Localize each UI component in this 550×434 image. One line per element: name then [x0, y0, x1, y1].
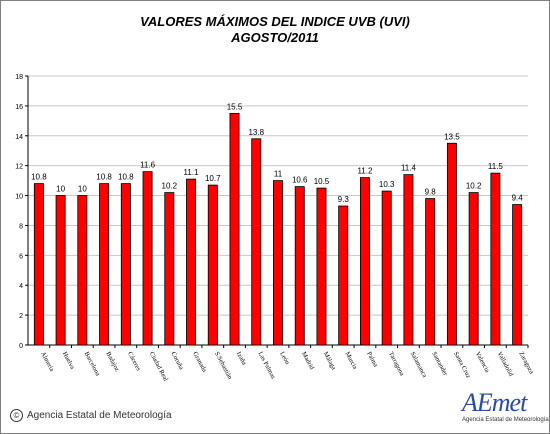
data-label: 10.6	[292, 176, 308, 185]
chart-title: VALORES MÁXIMOS DEL INDICE UVB (UVI)	[140, 14, 410, 29]
x-tick-label: Santander	[430, 351, 449, 378]
bar	[512, 204, 523, 346]
bar	[359, 177, 370, 346]
x-tick-label: Murcia	[343, 351, 358, 371]
data-label: 11.6	[140, 161, 156, 170]
x-tick-label: Madrid	[300, 351, 316, 372]
bar	[55, 195, 66, 346]
data-label: 10.5	[314, 177, 330, 186]
data-label: 10.8	[118, 173, 134, 182]
y-tick-label: 16	[15, 104, 23, 111]
bar	[251, 138, 262, 346]
y-tick-label: 2	[19, 313, 23, 320]
bar	[77, 195, 88, 346]
x-tick-label: Granada	[191, 351, 208, 374]
logo-subtitle: Agencia Estatal de Meteorología	[462, 417, 549, 423]
bar	[273, 180, 283, 346]
x-tick-label: Ciudad Real	[148, 351, 169, 383]
bar	[207, 184, 218, 346]
x-tick-label: Santa Cruz	[452, 351, 472, 380]
chart-subtitle: AGOSTO/2011	[231, 30, 319, 45]
data-label: 11.5	[488, 162, 504, 171]
y-tick-label: 0	[19, 343, 23, 350]
data-label: 11.4	[401, 164, 417, 173]
x-tick-label: Las Palmas	[256, 351, 276, 381]
y-tick-label: 18	[15, 74, 23, 81]
bar	[229, 112, 240, 346]
bar	[120, 183, 131, 346]
data-label: 13.8	[248, 128, 264, 137]
bar	[142, 171, 153, 346]
y-tick-label: 4	[19, 283, 23, 290]
bar	[33, 183, 44, 346]
bar	[316, 187, 327, 346]
y-tick-label: 12	[15, 164, 23, 171]
x-tick-label: Salamanca	[409, 351, 428, 379]
x-tick-label: Badajoz	[104, 351, 120, 373]
data-label: 13.5	[444, 132, 460, 141]
data-label: 10.3	[379, 180, 395, 189]
x-tick-label: León	[278, 351, 291, 367]
bar	[403, 174, 414, 346]
data-label: 9.4	[512, 194, 524, 203]
bar	[99, 183, 110, 346]
x-tick-label: Cáceres	[126, 351, 142, 373]
copyright-icon: ©	[10, 409, 23, 422]
aemet-logo: AEmet Agencia Estatal de Meteorología	[462, 388, 549, 428]
footer-agency: Agencia Estatal de Meteorología	[27, 410, 172, 421]
x-tick-label: Valladolid	[496, 351, 515, 379]
data-label: 10.2	[466, 182, 482, 191]
x-tick-label: Málaga	[322, 351, 337, 372]
x-tick-label: Valencia	[474, 351, 491, 374]
footer: © Agencia Estatal de Meteorología	[10, 409, 172, 422]
data-label: 10.8	[96, 173, 112, 182]
data-label: 10.2	[162, 182, 178, 191]
bar	[294, 186, 305, 346]
x-tick-label: S.Sebastián	[213, 351, 234, 382]
bar	[490, 172, 501, 346]
y-tick-label: 14	[15, 134, 23, 141]
data-label: 11	[274, 170, 283, 179]
data-label: 15.5	[227, 102, 243, 111]
data-label: 9.8	[425, 188, 437, 197]
y-tick-label: 10	[15, 194, 23, 201]
bar	[338, 205, 349, 346]
bar	[186, 178, 197, 346]
x-tick-label: Barcelona	[83, 351, 102, 378]
y-tick-label: 6	[19, 253, 23, 260]
x-tick-label: Zaragoza	[517, 351, 535, 376]
bar	[381, 190, 392, 346]
data-label: 11.1	[184, 168, 200, 177]
bar	[164, 192, 175, 346]
x-tick-label: Almería	[39, 351, 55, 373]
data-label: 10	[78, 185, 87, 194]
logo-word: AEmet	[462, 388, 527, 417]
bar	[468, 192, 479, 346]
bar	[446, 142, 457, 346]
data-label: 10	[56, 185, 65, 194]
y-tick-label: 8	[19, 223, 23, 230]
data-label: 11.2	[357, 167, 373, 176]
x-tick-label: Tarragona	[387, 351, 406, 378]
data-label: 10.8	[31, 173, 47, 182]
x-tick-label: Coruña	[170, 351, 185, 371]
bar	[425, 198, 436, 346]
x-tick-label: Izaña	[235, 351, 248, 367]
data-label: 10.7	[205, 174, 221, 183]
x-tick-label: Huelva	[61, 351, 76, 371]
data-label: 9.3	[338, 195, 350, 204]
x-tick-label: Palma	[365, 351, 379, 369]
